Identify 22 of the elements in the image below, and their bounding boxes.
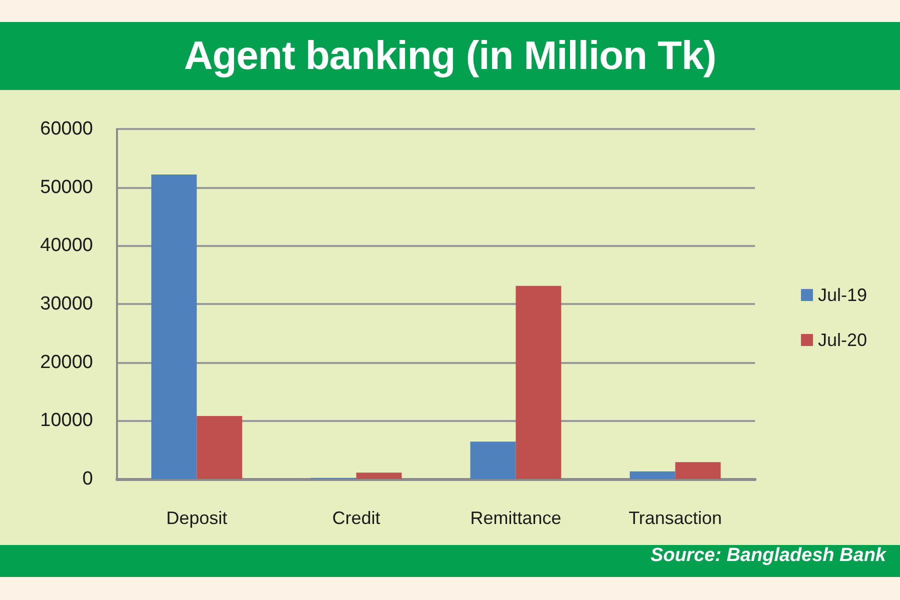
bar: [630, 471, 676, 479]
x-tick-label: Remittance: [470, 508, 562, 528]
bar: [196, 416, 242, 479]
x-tick-label: Deposit: [166, 508, 228, 528]
x-tick-label: Credit: [332, 508, 380, 528]
bar: [675, 462, 721, 479]
y-tick-label: 60000: [40, 118, 93, 140]
source-note: Source: Bangladesh Bank: [650, 545, 886, 567]
bar: [356, 472, 402, 479]
y-tick-label: 0: [82, 468, 93, 490]
x-tick-label: Transaction: [628, 508, 722, 528]
y-tick-label: 20000: [40, 352, 93, 373]
bar: [516, 286, 562, 479]
bar: [470, 442, 516, 479]
chart-title: Agent banking (in Million Tk): [0, 22, 900, 90]
y-tick-label: 40000: [40, 235, 93, 256]
legend-label: Jul-20: [818, 330, 868, 350]
bar: [151, 174, 197, 479]
y-tick-label: 10000: [40, 410, 93, 432]
legend-label: Jul-19: [818, 285, 868, 305]
y-tick-label: 50000: [40, 176, 93, 198]
y-tick-label: 30000: [40, 294, 93, 314]
